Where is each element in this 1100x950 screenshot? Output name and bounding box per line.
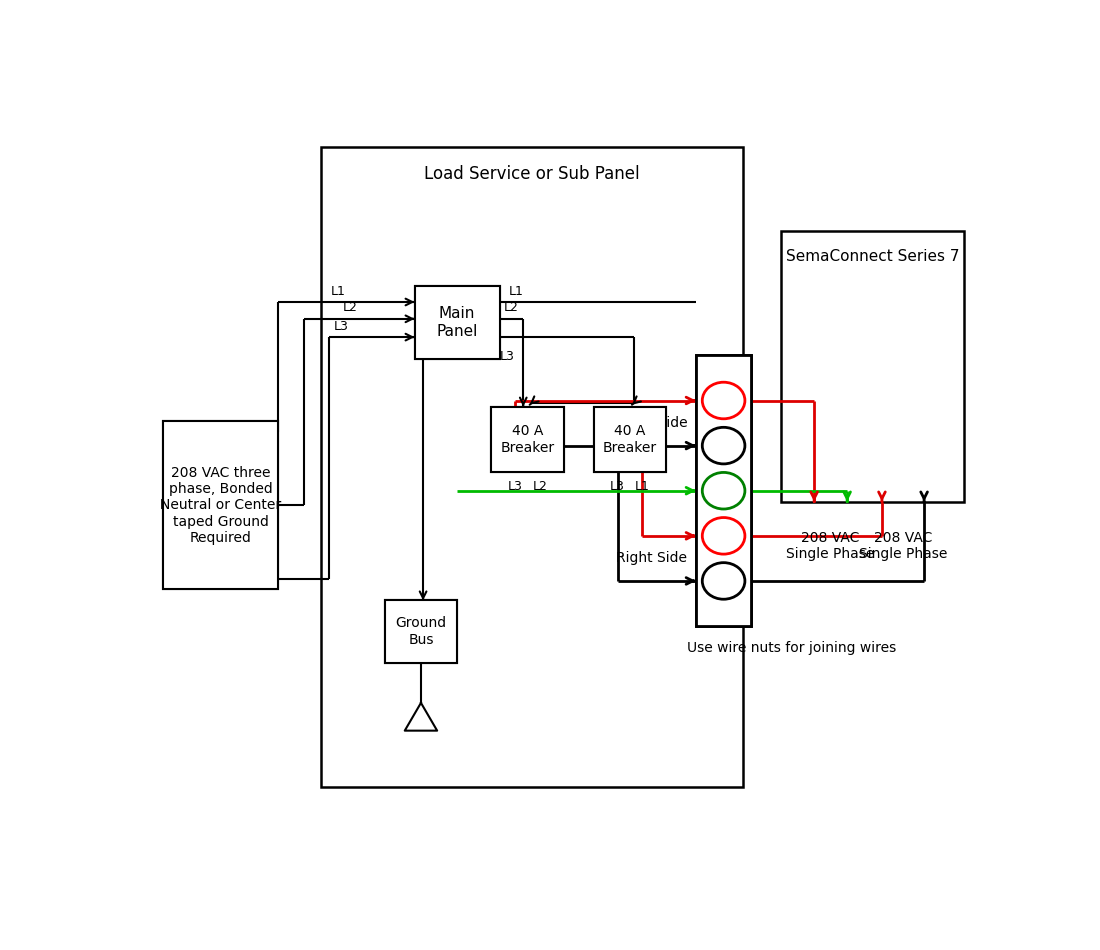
Bar <box>415 286 499 359</box>
Text: 40 A
Breaker: 40 A Breaker <box>603 425 657 455</box>
Text: L2: L2 <box>504 301 519 314</box>
Bar <box>594 407 667 472</box>
Text: L1: L1 <box>330 285 345 297</box>
Text: 40 A
Breaker: 40 A Breaker <box>603 425 657 455</box>
Circle shape <box>702 382 745 419</box>
Text: Load Service or Sub Panel: Load Service or Sub Panel <box>424 165 639 183</box>
Text: Ground
Bus: Ground Bus <box>395 617 447 647</box>
Text: Main
Panel: Main Panel <box>437 306 477 339</box>
Bar <box>492 407 563 472</box>
Text: Right Side: Right Side <box>616 551 688 565</box>
Text: L3: L3 <box>508 480 522 493</box>
Bar <box>594 407 667 472</box>
Text: SemaConnect Series 7: SemaConnect Series 7 <box>786 249 959 264</box>
Circle shape <box>702 472 745 509</box>
Bar <box>385 600 458 663</box>
Circle shape <box>702 428 745 464</box>
Bar <box>163 421 278 589</box>
Bar <box>492 407 563 472</box>
Bar <box>163 421 278 589</box>
Text: L3: L3 <box>333 320 349 332</box>
Text: L2: L2 <box>343 301 359 314</box>
Circle shape <box>702 562 745 599</box>
Bar <box>415 286 499 359</box>
Bar <box>696 355 751 626</box>
Text: L1: L1 <box>508 285 524 297</box>
Text: 40 A
Breaker: 40 A Breaker <box>500 425 554 455</box>
Text: Ground
Bus: Ground Bus <box>395 617 447 647</box>
Text: 208 VAC
Single Phase: 208 VAC Single Phase <box>786 531 875 561</box>
Text: 208 VAC three
phase, Bonded
Neutral or Center
taped Ground
Required: 208 VAC three phase, Bonded Neutral or C… <box>161 466 282 544</box>
Text: Use wire nuts for joining wires: Use wire nuts for joining wires <box>688 640 896 655</box>
Circle shape <box>702 472 745 509</box>
Bar <box>321 147 742 787</box>
Circle shape <box>702 428 745 464</box>
Text: L2: L2 <box>532 480 548 493</box>
Bar <box>385 600 458 663</box>
Text: 208 VAC three
phase, Bonded
Neutral or Center
taped Ground
Required: 208 VAC three phase, Bonded Neutral or C… <box>161 466 282 544</box>
Text: Main
Panel: Main Panel <box>437 306 477 339</box>
Text: 40 A
Breaker: 40 A Breaker <box>500 425 554 455</box>
Circle shape <box>702 382 745 419</box>
Text: L3: L3 <box>499 351 515 363</box>
Circle shape <box>702 518 745 554</box>
Bar <box>696 355 751 626</box>
Text: 208 VAC
Single Phase: 208 VAC Single Phase <box>859 531 947 561</box>
Circle shape <box>702 562 745 599</box>
Bar <box>781 231 965 502</box>
Text: L3: L3 <box>610 480 625 493</box>
Circle shape <box>702 518 745 554</box>
Text: L1: L1 <box>635 480 650 493</box>
Text: Left Side: Left Side <box>627 416 688 430</box>
